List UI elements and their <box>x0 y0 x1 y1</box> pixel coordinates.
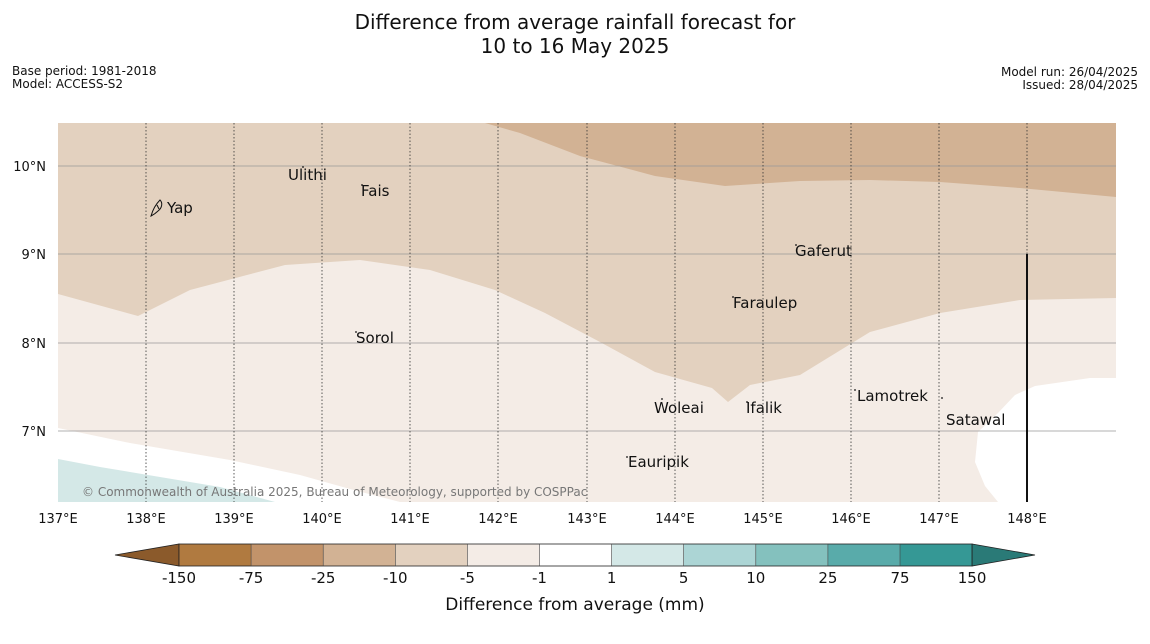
place-ulithi: Ulithi <box>288 166 327 184</box>
issued-date: Issued: 28/04/2025 <box>1022 78 1138 92</box>
region-wet-1-5 <box>58 459 275 502</box>
colorbar-tick-label: 25 <box>818 569 837 587</box>
colorbar-tick-label: -75 <box>239 569 264 587</box>
rainfall-map: Yap Ulithi Fais Sorol Gaferut Faraulep Woleai I… <box>13 123 1116 527</box>
place-eauripik: Eauripik <box>628 453 689 471</box>
metadata-right: Model run: 26/04/2025 Issued: 28/04/2025 <box>1001 66 1138 92</box>
colorbar-segment <box>467 544 540 566</box>
island-marker <box>361 184 363 186</box>
island-marker <box>302 166 304 168</box>
colorbar-segment <box>179 544 252 566</box>
model-run: Model run: 26/04/2025 <box>1000 65 1138 79</box>
colorbar-extend-high <box>971 543 1036 567</box>
colorbar-segment <box>827 544 900 566</box>
place-gaferut: Gaferut <box>795 242 852 260</box>
lon-tick-label: 139°E <box>214 512 254 527</box>
colorbar-segment <box>900 544 973 566</box>
lon-tick-label: 146°E <box>831 512 871 527</box>
colorbar-tick-label: -1 <box>532 569 547 587</box>
latitude-labels: 10°N 9°N 8°N 7°N <box>13 160 46 440</box>
place-woleai: Woleai <box>654 399 704 417</box>
island-marker <box>941 397 943 399</box>
region-dry-10-25 <box>485 123 1116 197</box>
place-satawal: Satawal <box>946 411 1005 429</box>
lon-tick-label: 138°E <box>126 512 166 527</box>
lon-tick-label: 143°E <box>567 512 607 527</box>
island-marker <box>355 331 357 333</box>
lat-tick-label: 8°N <box>22 337 47 352</box>
lon-tick-label: 142°E <box>478 512 518 527</box>
colorbar-segment <box>755 544 828 566</box>
island-marker <box>661 398 663 400</box>
colorbar-extend-low <box>114 543 180 567</box>
colorbar-tick-labels: -150 -75 -25 -10 -5 -1 1 5 10 25 75 150 <box>162 569 986 587</box>
place-sorol: Sorol <box>356 329 394 347</box>
base-period: Base period: 1981-2018 <box>12 64 157 78</box>
place-lamotrek: Lamotrek <box>857 387 928 405</box>
colorbar-tick-label: -10 <box>383 569 408 587</box>
colorbar-segment <box>395 544 468 566</box>
colorbar-segment <box>539 544 612 566</box>
colorbar-tick-label: 5 <box>679 569 689 587</box>
colorbar-segment <box>611 544 684 566</box>
place-ifalik: Ifalik <box>746 399 782 417</box>
place-yap: Yap <box>166 199 193 217</box>
place-fais: Fais <box>361 182 390 200</box>
longitude-gridlines <box>145 123 1028 502</box>
colorbar-tick-label: -150 <box>162 569 196 587</box>
lat-tick-label: 7°N <box>22 425 47 440</box>
island-marker <box>746 401 748 403</box>
colorbar-tick-label: -5 <box>460 569 475 587</box>
colorbar-tick-label: 1 <box>607 569 617 587</box>
colorbar-title: Difference from average (mm) <box>445 595 704 615</box>
map-title-line1: Difference from average rainfall forecas… <box>354 10 796 34</box>
colorbar-tick-label: 150 <box>958 569 987 587</box>
region-neutral-east <box>975 378 1116 502</box>
colorbar-tick-label: -25 <box>311 569 336 587</box>
colorbar-tick-label: 10 <box>746 569 765 587</box>
map-title-line2: 10 to 16 May 2025 <box>480 34 670 58</box>
longitude-labels: 137°E 138°E 139°E 140°E 141°E 142°E 143°E 144°E… <box>38 512 1047 527</box>
island-marker <box>626 456 628 458</box>
island-marker <box>854 389 856 391</box>
colorbar-segment <box>683 544 756 566</box>
colorbar-tick-label: 75 <box>890 569 909 587</box>
place-labels: Yap Ulithi Fais Sorol Gaferut Faraulep Woleai I… <box>166 166 1005 471</box>
lon-tick-label: 137°E <box>38 512 78 527</box>
region-dry-5-10 <box>58 123 1116 402</box>
colorbar-outline <box>178 543 973 567</box>
lat-tick-label: 10°N <box>13 160 46 175</box>
model-name: Model: ACCESS-S2 <box>12 77 124 91</box>
lon-tick-label: 141°E <box>390 512 430 527</box>
island-marker <box>795 244 797 246</box>
lon-tick-label: 140°E <box>302 512 342 527</box>
lon-tick-label: 147°E <box>919 512 959 527</box>
island-marker <box>732 296 734 298</box>
copyright-notice: © Commonwealth of Australia 2025, Bureau… <box>82 485 587 499</box>
yap-island-outline <box>150 199 163 217</box>
lat-tick-label: 9°N <box>22 248 47 263</box>
metadata-left: Base period: 1981-2018 Model: ACCESS-S2 <box>12 65 157 91</box>
lon-tick-label: 145°E <box>743 512 783 527</box>
lon-tick-label: 148°E <box>1007 512 1047 527</box>
place-faraulep: Faraulep <box>733 294 797 312</box>
colorbar-segments <box>114 543 1036 567</box>
colorbar-segment <box>251 544 324 566</box>
colorbar-segment <box>323 544 396 566</box>
lon-tick-label: 144°E <box>655 512 695 527</box>
